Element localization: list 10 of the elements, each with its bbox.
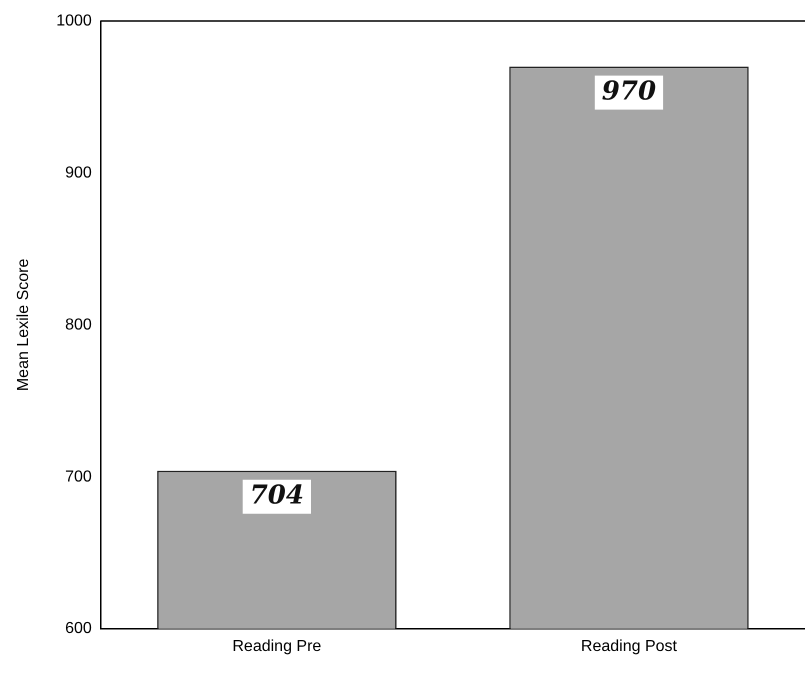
y-tick-label: 900 [65,164,92,182]
y-tick-label: 1000 [56,12,92,30]
x-tick-label: Reading Post [580,638,678,655]
y-tick-label: 700 [65,468,92,486]
data-label: 704 [250,480,304,511]
data-label: 970 [602,76,656,106]
x-tick-label: Reading Pre [232,638,322,655]
y-axis-title: Mean Lexile Score [15,258,32,392]
y-tick-label: 600 [65,620,92,638]
y-tick-label: 800 [65,316,92,334]
